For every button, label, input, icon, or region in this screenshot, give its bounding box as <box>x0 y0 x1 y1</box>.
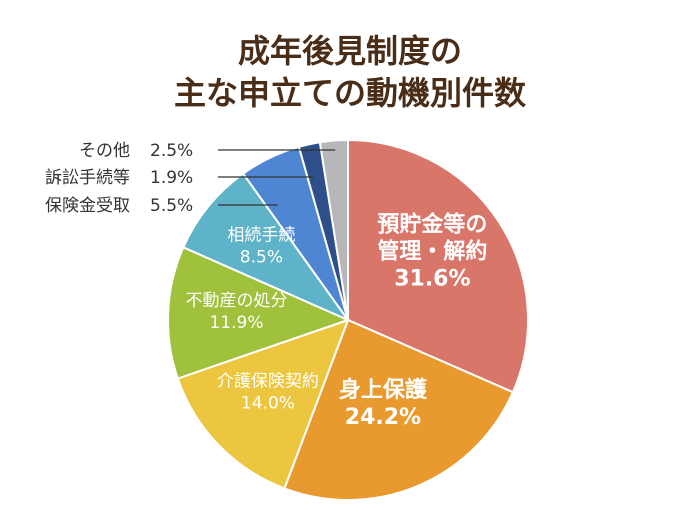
pie-slices <box>167 138 529 501</box>
slice-value-4: 8.5% <box>240 248 283 268</box>
callout-value-6: 1.9% <box>150 168 193 188</box>
chart-title: 成年後見制度の 主な申立ての動機別件数 <box>0 30 700 114</box>
slice-category-4-0: 相続手続 <box>227 226 295 246</box>
slice-labels: 預貯金等の管理・解約 31.6% 身上保護 24.2% 介護保険契約 14.0% 不動産の処… <box>186 212 488 431</box>
chart-title-line-2: 主な申立ての動機別件数 <box>173 74 526 112</box>
callout-category-5: 保険金受取 <box>45 196 130 216</box>
slice-value-3: 11.9% <box>209 313 263 333</box>
callout-category-7: その他 <box>79 141 130 161</box>
slice-value-2: 14.0% <box>241 394 295 414</box>
pie-slice-1 <box>283 318 515 501</box>
slice-value-0: 31.6% <box>394 267 470 292</box>
pie-slice-3 <box>167 245 351 380</box>
slice-label-3: 不動産の処分 11.9% <box>186 291 288 333</box>
callout-value-5: 5.5% <box>150 196 193 216</box>
slice-category-0-1: 管理・解約 <box>377 239 487 265</box>
slice-category-0-0: 預貯金等の <box>377 212 487 238</box>
slice-label-2: 介護保険契約 14.0% <box>217 372 319 414</box>
callout-category-6: 訴訟手続等 <box>45 168 130 188</box>
slice-label-4: 相続手続 8.5% <box>227 226 295 268</box>
pie-slice-7 <box>318 138 349 321</box>
pie-slice-2 <box>176 318 350 490</box>
slice-label-1: 身上保護 24.2% <box>339 377 428 430</box>
slice-label-0: 預貯金等の管理・解約 31.6% <box>377 212 487 292</box>
slice-category-1-0: 身上保護 <box>339 377 428 403</box>
chart-title-line-1: 成年後見制度の <box>237 32 462 70</box>
pie-slice-0 <box>347 138 529 394</box>
callout-labels: 保険金受取 5.5% 訴訟手続等 1.9% その他 2.5% <box>45 141 336 216</box>
callout-value-7: 2.5% <box>150 141 193 161</box>
slice-category-2-0: 介護保険契約 <box>217 372 319 392</box>
slice-value-1: 24.2% <box>345 405 421 430</box>
slice-category-3-0: 不動産の処分 <box>186 291 288 311</box>
pie-slice-4 <box>182 172 351 323</box>
